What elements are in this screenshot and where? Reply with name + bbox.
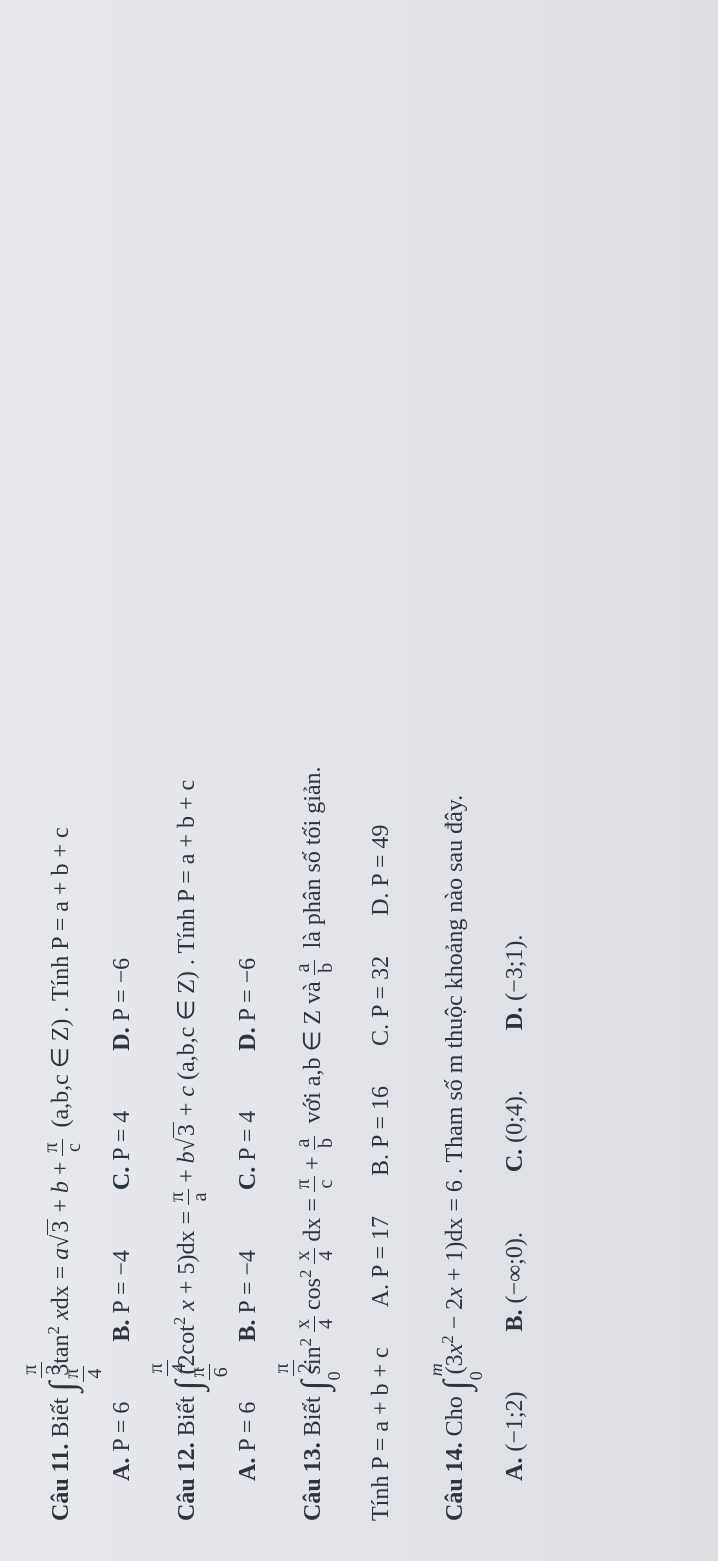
option-c: C. (0;4). <box>502 1090 529 1172</box>
question-11: Câu 11. Biết ∫ π3 π4 3tan2 xdx = a3 + b … <box>30 40 136 1521</box>
option-a: A. P = 17 <box>360 1216 403 1307</box>
mid: + b3 + c <box>173 1080 200 1183</box>
question-stem: Câu 13. Biết ∫ π2 0 sin2 x4 cos2 x4 dx =… <box>282 40 347 1521</box>
option-c: C. P = 32 <box>360 956 403 1046</box>
stem-prefix: Biết <box>174 1396 200 1436</box>
question-stem: Câu 12. Biết ∫ π4 π6 (2cot2 x + 5)dx = π… <box>156 40 221 1521</box>
plus: + <box>300 1156 326 1170</box>
question-number: Câu 11. <box>48 1444 74 1521</box>
frac-pi-c: πc <box>41 1139 84 1155</box>
option-a: A. P = 6 <box>109 1402 136 1481</box>
eq: = <box>300 1198 326 1212</box>
frac-ab: ab <box>293 1136 336 1151</box>
integral-sign: ∫ m 0 <box>424 1380 489 1390</box>
frac-x4-2: x4 <box>293 1248 336 1264</box>
dx: dx <box>48 1285 74 1309</box>
cond2: là phân số tối giản. <box>300 766 326 948</box>
dx: dx <box>442 1218 468 1242</box>
eq: = <box>174 1211 200 1225</box>
option-d: D. P = 49 <box>360 825 403 916</box>
option-row: A. (−1;2) B. (−∞;0). C. (0;4). D. (−3;1)… <box>502 40 529 1481</box>
option-d: D. (−3;1). <box>502 935 529 1031</box>
question-number: Câu 12. <box>174 1442 200 1521</box>
option-row: A. P = 6 B. P = −4 C. P = 4 D. P = −6 <box>235 40 262 1481</box>
rhs: = 6 <box>442 1180 468 1212</box>
option-c: C. P = 4 <box>109 1111 136 1190</box>
integral-sign: ∫ π4 π6 <box>156 1380 221 1390</box>
frac-pi-c: πc <box>293 1176 336 1192</box>
stem-prefix: Biết <box>48 1398 74 1438</box>
condition: (a,b,c ∈ Z) <box>174 971 200 1080</box>
option-row: A. P = 6 B. P = −4 C. P = 4 D. P = −6 <box>109 40 136 1481</box>
question-stem: Câu 11. Biết ∫ π3 π4 3tan2 xdx = a3 + b … <box>30 40 95 1521</box>
option-b: B. P = −4 <box>109 1250 136 1342</box>
frac-x4-1: x4 <box>293 1316 336 1332</box>
condition: (a,b,c ∈ Z) <box>48 1019 74 1128</box>
task: . Tham số m thuộc khoảng nào sau đây. <box>442 795 468 1174</box>
task: . Tính P = a + b + c <box>48 827 74 1012</box>
option-d: D. P = −6 <box>109 958 136 1051</box>
option-b: B. (−∞;0). <box>502 1232 529 1331</box>
cond1: với a,b ∈ Z và <box>300 981 326 1123</box>
exam-page: Câu 11. Biết ∫ π3 π4 3tan2 xdx = a3 + b … <box>0 0 718 1561</box>
integrand: (3x2 − 2x + 1) <box>442 1242 468 1375</box>
frac-ab2: ab <box>293 960 336 975</box>
option-a: A. P = 6 <box>235 1402 262 1481</box>
integrand: (2cot2 x + 5) <box>174 1255 200 1375</box>
cos2: cos2 <box>300 1270 326 1310</box>
dx: dx <box>174 1231 200 1255</box>
option-c: C. P = 4 <box>235 1111 262 1190</box>
option-d: D. P = −6 <box>235 958 262 1051</box>
integral-sign: ∫ π2 0 <box>282 1380 347 1390</box>
task-and-options: Tính P = a + b + c A. P = 17 B. P = 16 C… <box>360 40 403 1521</box>
frac-pi-a: πa <box>167 1189 210 1205</box>
task: . Tính P = a + b + c <box>174 780 200 965</box>
question-stem: Câu 14. Cho ∫ m 0 (3x2 − 2x + 1)dx = 6 .… <box>424 40 489 1521</box>
dx: dx <box>300 1218 326 1242</box>
question-number: Câu 13. <box>300 1442 326 1521</box>
question-number: Câu 14. <box>442 1442 468 1521</box>
question-13: Câu 13. Biết ∫ π2 0 sin2 x4 cos2 x4 dx =… <box>282 40 404 1521</box>
option-a: A. (−1;2) <box>502 1391 529 1481</box>
option-b: B. P = 16 <box>360 1086 403 1176</box>
option-b: B. P = −4 <box>235 1250 262 1342</box>
stem-prefix: Biết <box>300 1396 326 1436</box>
integral-sign: ∫ π3 π4 <box>30 1382 95 1392</box>
rhs: = a3 + b + <box>47 1156 74 1280</box>
task: Tính P = a + b + c <box>360 1347 403 1521</box>
question-14: Câu 14. Cho ∫ m 0 (3x2 − 2x + 1)dx = 6 .… <box>424 40 530 1521</box>
stem-prefix: Cho <box>442 1396 468 1436</box>
question-12: Câu 12. Biết ∫ π4 π6 (2cot2 x + 5)dx = π… <box>156 40 262 1521</box>
